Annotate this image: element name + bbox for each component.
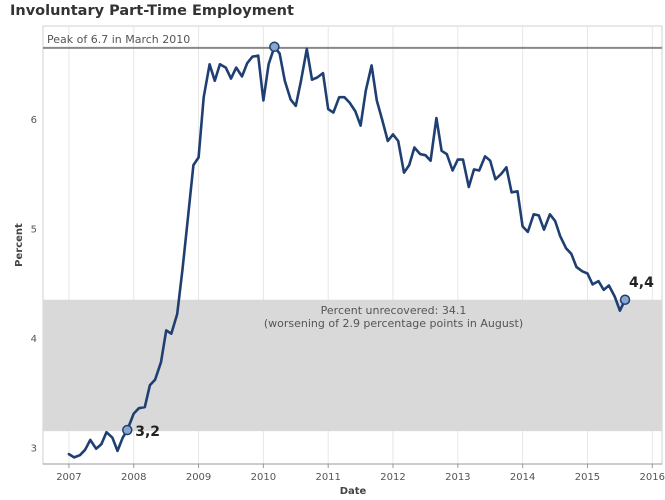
chart-title: Involuntary Part-Time Employment bbox=[10, 3, 294, 19]
x-tick-label: 2010 bbox=[251, 472, 276, 483]
x-tick-label: 2008 bbox=[121, 472, 146, 483]
unrecovered-band bbox=[43, 299, 662, 432]
peak-reference-label: Peak of 6.7 in March 2010 bbox=[47, 33, 190, 46]
y-axis-title: Percent bbox=[14, 223, 25, 267]
x-tick-label: 2009 bbox=[186, 472, 211, 483]
x-tick-label: 2012 bbox=[380, 472, 405, 483]
data-point-label: 4,4 bbox=[629, 275, 654, 291]
data-point-marker bbox=[269, 41, 280, 53]
x-tick-label: 2007 bbox=[56, 472, 81, 483]
x-tick-label: 2014 bbox=[510, 472, 535, 483]
x-tick-label: 2013 bbox=[445, 472, 470, 483]
x-tick-label: 2011 bbox=[315, 472, 340, 483]
band-label-line1: Percent unrecovered: 34.1 bbox=[321, 304, 467, 317]
y-tick-label: 6 bbox=[31, 115, 37, 126]
y-tick-label: 3 bbox=[31, 444, 37, 455]
series-line bbox=[67, 45, 627, 459]
y-tick-label: 5 bbox=[31, 225, 37, 236]
x-tick-label: 2015 bbox=[575, 472, 600, 483]
band-label-line2: (worsening of 2.9 percentage points in A… bbox=[264, 317, 523, 330]
data-point-label: 3,2 bbox=[135, 424, 160, 440]
x-axis-title: Date bbox=[340, 486, 367, 497]
y-tick-label: 4 bbox=[31, 334, 37, 345]
data-point-marker bbox=[122, 424, 133, 436]
data-point-marker bbox=[619, 294, 631, 305]
x-tick-label: 2016 bbox=[640, 472, 665, 483]
